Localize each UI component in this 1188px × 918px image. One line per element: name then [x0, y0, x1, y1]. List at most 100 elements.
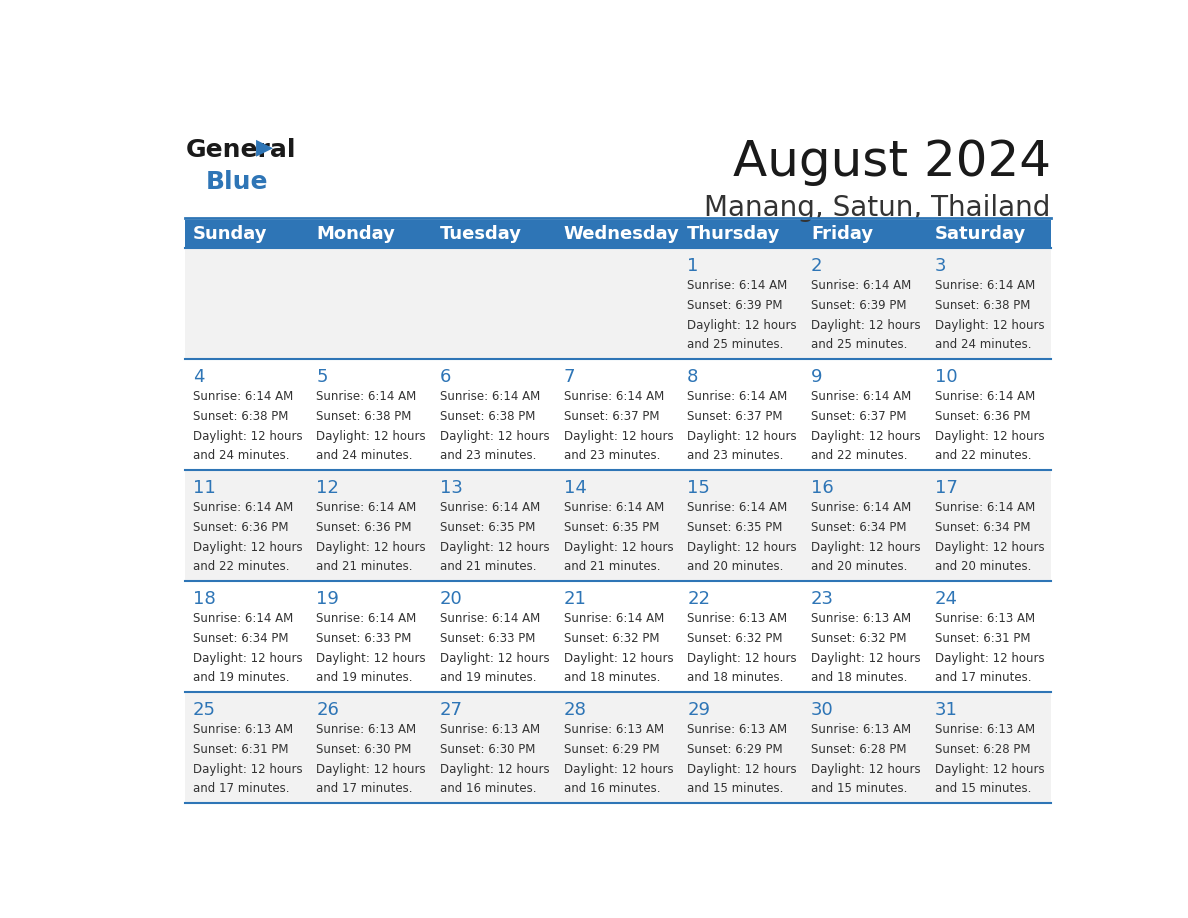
Text: and 17 minutes.: and 17 minutes. — [316, 782, 413, 795]
Text: 4: 4 — [192, 368, 204, 386]
Text: Sunrise: 6:14 AM: Sunrise: 6:14 AM — [687, 279, 788, 292]
Text: Sunrise: 6:13 AM: Sunrise: 6:13 AM — [687, 723, 788, 736]
Text: Wednesday: Wednesday — [563, 225, 680, 243]
Text: Sunset: 6:33 PM: Sunset: 6:33 PM — [440, 632, 536, 644]
Text: 22: 22 — [687, 590, 710, 608]
Text: Sunrise: 6:14 AM: Sunrise: 6:14 AM — [316, 501, 417, 514]
Text: and 16 minutes.: and 16 minutes. — [563, 782, 661, 795]
Text: 29: 29 — [687, 701, 710, 719]
Text: Sunset: 6:31 PM: Sunset: 6:31 PM — [192, 743, 289, 756]
Text: 13: 13 — [440, 479, 463, 498]
Text: Sunrise: 6:14 AM: Sunrise: 6:14 AM — [440, 612, 541, 625]
Text: Daylight: 12 hours: Daylight: 12 hours — [563, 763, 674, 776]
Text: and 19 minutes.: and 19 minutes. — [440, 671, 537, 685]
Text: 8: 8 — [687, 368, 699, 386]
Text: and 18 minutes.: and 18 minutes. — [687, 671, 784, 685]
Text: Sunset: 6:36 PM: Sunset: 6:36 PM — [316, 521, 412, 534]
Text: Monday: Monday — [316, 225, 396, 243]
Text: Sunset: 6:38 PM: Sunset: 6:38 PM — [935, 299, 1030, 312]
Text: 5: 5 — [316, 368, 328, 386]
Text: Sunrise: 6:14 AM: Sunrise: 6:14 AM — [563, 612, 664, 625]
Text: Daylight: 12 hours: Daylight: 12 hours — [811, 763, 921, 776]
Text: 20: 20 — [440, 590, 462, 608]
Text: Sunset: 6:30 PM: Sunset: 6:30 PM — [316, 743, 412, 756]
Text: Sunrise: 6:14 AM: Sunrise: 6:14 AM — [687, 501, 788, 514]
FancyBboxPatch shape — [185, 359, 1051, 470]
Text: 23: 23 — [811, 590, 834, 608]
Text: and 21 minutes.: and 21 minutes. — [563, 560, 661, 574]
Text: and 23 minutes.: and 23 minutes. — [440, 450, 536, 463]
Text: 19: 19 — [316, 590, 340, 608]
Text: and 17 minutes.: and 17 minutes. — [192, 782, 289, 795]
Text: Daylight: 12 hours: Daylight: 12 hours — [811, 430, 921, 442]
Text: Sunset: 6:32 PM: Sunset: 6:32 PM — [811, 632, 906, 644]
Text: 9: 9 — [811, 368, 822, 386]
Text: and 24 minutes.: and 24 minutes. — [192, 450, 289, 463]
Text: Sunset: 6:32 PM: Sunset: 6:32 PM — [687, 632, 783, 644]
Text: and 19 minutes.: and 19 minutes. — [192, 671, 289, 685]
Text: 31: 31 — [935, 701, 958, 719]
Text: Sunset: 6:39 PM: Sunset: 6:39 PM — [811, 299, 906, 312]
Text: and 22 minutes.: and 22 minutes. — [192, 560, 289, 574]
Text: Sunset: 6:32 PM: Sunset: 6:32 PM — [563, 632, 659, 644]
Text: and 23 minutes.: and 23 minutes. — [687, 450, 784, 463]
Text: Tuesday: Tuesday — [440, 225, 522, 243]
Text: 1: 1 — [687, 257, 699, 275]
Text: Daylight: 12 hours: Daylight: 12 hours — [687, 430, 797, 442]
Text: Daylight: 12 hours: Daylight: 12 hours — [563, 541, 674, 554]
Text: Sunset: 6:38 PM: Sunset: 6:38 PM — [192, 409, 287, 423]
Text: 18: 18 — [192, 590, 215, 608]
Text: and 22 minutes.: and 22 minutes. — [935, 450, 1031, 463]
Text: Daylight: 12 hours: Daylight: 12 hours — [811, 319, 921, 331]
Text: Daylight: 12 hours: Daylight: 12 hours — [316, 652, 426, 665]
Text: and 22 minutes.: and 22 minutes. — [811, 450, 908, 463]
Text: Sunset: 6:28 PM: Sunset: 6:28 PM — [811, 743, 906, 756]
Text: Sunset: 6:29 PM: Sunset: 6:29 PM — [563, 743, 659, 756]
Text: Daylight: 12 hours: Daylight: 12 hours — [316, 430, 426, 442]
Text: 12: 12 — [316, 479, 340, 498]
Text: and 15 minutes.: and 15 minutes. — [811, 782, 908, 795]
Text: Sunset: 6:38 PM: Sunset: 6:38 PM — [440, 409, 536, 423]
Text: Daylight: 12 hours: Daylight: 12 hours — [316, 763, 426, 776]
Text: and 20 minutes.: and 20 minutes. — [687, 560, 784, 574]
Text: Sunset: 6:34 PM: Sunset: 6:34 PM — [811, 521, 906, 534]
Text: and 15 minutes.: and 15 minutes. — [935, 782, 1031, 795]
Text: Daylight: 12 hours: Daylight: 12 hours — [440, 430, 550, 442]
Text: Sunrise: 6:14 AM: Sunrise: 6:14 AM — [316, 390, 417, 403]
Text: Saturday: Saturday — [935, 225, 1025, 243]
Text: Sunrise: 6:14 AM: Sunrise: 6:14 AM — [935, 501, 1035, 514]
Text: and 17 minutes.: and 17 minutes. — [935, 671, 1031, 685]
Text: Sunset: 6:35 PM: Sunset: 6:35 PM — [440, 521, 536, 534]
Text: 6: 6 — [440, 368, 451, 386]
Text: Sunrise: 6:14 AM: Sunrise: 6:14 AM — [811, 390, 911, 403]
Text: and 20 minutes.: and 20 minutes. — [811, 560, 908, 574]
Text: 25: 25 — [192, 701, 216, 719]
Text: Sunset: 6:38 PM: Sunset: 6:38 PM — [316, 409, 412, 423]
Text: and 25 minutes.: and 25 minutes. — [687, 339, 784, 352]
Text: Daylight: 12 hours: Daylight: 12 hours — [687, 763, 797, 776]
Text: Sunrise: 6:14 AM: Sunrise: 6:14 AM — [316, 612, 417, 625]
Text: Sunset: 6:29 PM: Sunset: 6:29 PM — [687, 743, 783, 756]
Text: Sunset: 6:39 PM: Sunset: 6:39 PM — [687, 299, 783, 312]
Text: Daylight: 12 hours: Daylight: 12 hours — [935, 541, 1044, 554]
Text: Sunset: 6:34 PM: Sunset: 6:34 PM — [192, 632, 289, 644]
Text: and 20 minutes.: and 20 minutes. — [935, 560, 1031, 574]
Text: Sunset: 6:37 PM: Sunset: 6:37 PM — [563, 409, 659, 423]
Text: 26: 26 — [316, 701, 340, 719]
Text: Sunrise: 6:14 AM: Sunrise: 6:14 AM — [687, 390, 788, 403]
Text: August 2024: August 2024 — [733, 139, 1051, 186]
Text: Sunrise: 6:13 AM: Sunrise: 6:13 AM — [440, 723, 541, 736]
Text: and 18 minutes.: and 18 minutes. — [811, 671, 908, 685]
Text: Daylight: 12 hours: Daylight: 12 hours — [935, 430, 1044, 442]
Text: Sunrise: 6:13 AM: Sunrise: 6:13 AM — [935, 612, 1035, 625]
Text: 3: 3 — [935, 257, 946, 275]
Text: Daylight: 12 hours: Daylight: 12 hours — [811, 652, 921, 665]
Text: and 19 minutes.: and 19 minutes. — [316, 671, 413, 685]
Text: Sunrise: 6:13 AM: Sunrise: 6:13 AM — [192, 723, 292, 736]
Text: and 24 minutes.: and 24 minutes. — [316, 450, 413, 463]
Text: and 21 minutes.: and 21 minutes. — [440, 560, 537, 574]
Text: Daylight: 12 hours: Daylight: 12 hours — [316, 541, 426, 554]
Text: Sunrise: 6:14 AM: Sunrise: 6:14 AM — [192, 501, 293, 514]
Text: Sunrise: 6:13 AM: Sunrise: 6:13 AM — [811, 612, 911, 625]
Text: Sunset: 6:37 PM: Sunset: 6:37 PM — [811, 409, 906, 423]
